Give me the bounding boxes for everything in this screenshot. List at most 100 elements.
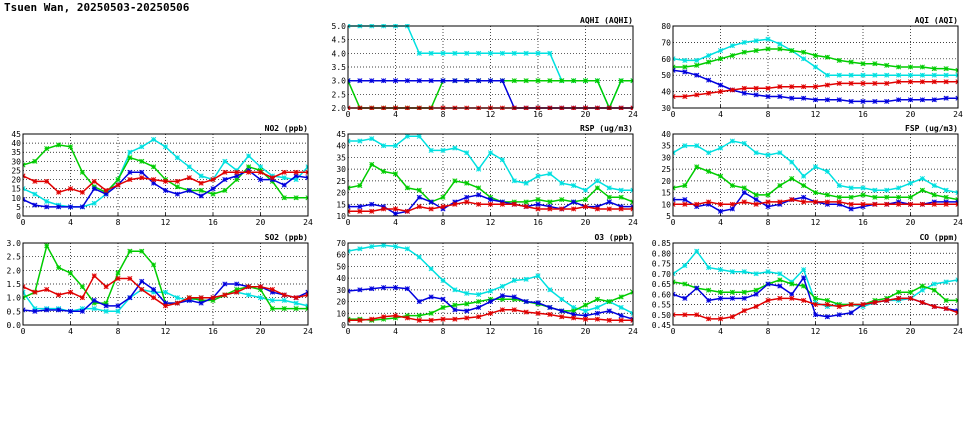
co-series-blue-point xyxy=(777,283,783,289)
point-stroke xyxy=(348,107,351,110)
aqi-ytick-label: 30 xyxy=(661,104,671,113)
so2-series-red-point xyxy=(91,273,97,279)
no2-series-green-point xyxy=(210,191,216,197)
aqi-series-cyan-point xyxy=(753,38,759,44)
so2-series-green-point xyxy=(293,306,299,312)
rsp-series-blue-point xyxy=(571,199,577,205)
aqi-series-cyan-point xyxy=(765,36,771,42)
no2-ytick-label: 35 xyxy=(11,148,21,157)
so2-series-cyan-point xyxy=(293,300,299,306)
o3-xtick-label: 16 xyxy=(533,327,543,336)
so2-ytick-label: 2.5 xyxy=(7,253,22,262)
o3-series-red-point xyxy=(559,314,565,320)
so2-ytick-label: 1.5 xyxy=(7,280,22,289)
o3-series-cyan-point xyxy=(618,304,624,310)
aqi-series-blue-point xyxy=(824,97,830,103)
no2-series-cyan-point xyxy=(174,155,180,161)
rsp-series-red-point xyxy=(440,204,446,210)
rsp-ytick-label: 25 xyxy=(336,177,346,186)
point-stroke xyxy=(23,197,26,201)
no2-series-red-point xyxy=(162,178,169,184)
o3-xtick-label: 24 xyxy=(628,327,638,336)
so2-series-cyan-point xyxy=(91,306,97,312)
co-xtick-label: 20 xyxy=(906,327,916,336)
aqi-title: AQI (AQI) xyxy=(915,16,958,25)
so2-series-green-point xyxy=(305,306,308,312)
fsp-series-green-point xyxy=(682,182,688,189)
aqhi-series-green-point xyxy=(547,78,553,84)
co-series-blue-point xyxy=(694,285,700,291)
co-series-green-point xyxy=(943,297,949,303)
co-series-cyan-point xyxy=(765,269,771,275)
o3-series-green-point xyxy=(416,313,422,319)
point-stroke xyxy=(23,289,26,293)
rsp-series-cyan-point xyxy=(618,187,624,193)
fsp-series-green-point xyxy=(753,192,759,198)
aqi-series-cyan-point xyxy=(824,72,830,78)
o3-series-cyan-point xyxy=(535,273,541,279)
co-series-green-point xyxy=(682,281,688,287)
co-series-red-point xyxy=(777,295,783,301)
no2-series-green-point xyxy=(139,158,145,164)
rsp-series-cyan-point xyxy=(535,173,541,179)
so2-series-blue-point xyxy=(127,295,133,301)
o3-series-red-point xyxy=(392,313,399,319)
fsp-series-blue-point xyxy=(765,204,771,210)
aqhi-title: AQHI (AQHI) xyxy=(580,16,633,25)
no2-ytick-label: 45 xyxy=(11,130,21,139)
point-stroke xyxy=(673,314,676,318)
point-stroke xyxy=(673,273,676,277)
aqhi-series-green-point xyxy=(630,78,633,84)
aqhi-xtick-label: 16 xyxy=(533,110,543,119)
fsp-series-green-point xyxy=(848,194,854,200)
fsp-series-cyan-point xyxy=(694,143,700,149)
no2-series-green-point xyxy=(151,164,157,170)
aqi-series-cyan-point xyxy=(717,48,724,54)
rsp-series-red-point xyxy=(404,208,410,214)
aqi-series-blue-point xyxy=(789,95,795,101)
so2-series-blue-point xyxy=(222,281,228,287)
aqi-series-red-point xyxy=(907,79,914,85)
aqhi-ytick-label: 2.0 xyxy=(332,104,347,113)
aqi-plot-frame xyxy=(672,25,959,109)
aqhi-series-cyan-point xyxy=(535,50,541,56)
rsp-series-red-point xyxy=(348,208,351,214)
o3-series-green-point xyxy=(452,302,458,308)
fsp-xtick-label: 0 xyxy=(671,218,676,227)
so2-series-cyan-point xyxy=(174,295,180,301)
fsp-series-red-point xyxy=(777,199,783,205)
co-xtick-label: 4 xyxy=(718,327,723,336)
aqi-series-green-point xyxy=(801,49,807,55)
aqi-xtick-label: 16 xyxy=(858,110,868,119)
so2-series-green-point xyxy=(281,306,287,312)
no2-series-cyan-point xyxy=(23,186,26,192)
co-series-red-point xyxy=(919,299,925,306)
no2-series-blue-point xyxy=(162,187,169,194)
point-stroke xyxy=(630,316,633,320)
co-series-red-point xyxy=(931,303,937,310)
point-stroke xyxy=(955,72,958,76)
no2-series-green-point xyxy=(305,195,308,201)
so2-series-red-point xyxy=(139,286,145,293)
co-xtick-label: 12 xyxy=(811,327,821,336)
point-stroke xyxy=(955,310,958,314)
aqi-series-green-point xyxy=(812,52,819,59)
point-stroke xyxy=(955,190,958,194)
so2-xtick-label: 0 xyxy=(21,327,26,336)
aqi-series-green-point xyxy=(931,66,937,72)
fsp-series-blue-point xyxy=(673,197,676,203)
aqi-series-cyan-point xyxy=(872,72,878,78)
rsp-series-red-point xyxy=(547,206,553,212)
rsp-series-cyan-point xyxy=(582,187,589,193)
aqi-series-cyan-point xyxy=(884,72,890,78)
so2-series-cyan-point xyxy=(246,292,252,298)
aqi-series-red-point xyxy=(789,84,795,90)
so2-series-red-point xyxy=(281,292,287,298)
aqi-series-group xyxy=(673,36,958,104)
o3-series-group xyxy=(348,242,633,323)
o3-series-cyan-point xyxy=(547,287,553,293)
aqi-series-cyan-point xyxy=(706,52,712,59)
co-series-blue-point xyxy=(836,312,842,318)
so2-series-red-point xyxy=(234,289,240,295)
co-series-red-point xyxy=(836,303,842,310)
